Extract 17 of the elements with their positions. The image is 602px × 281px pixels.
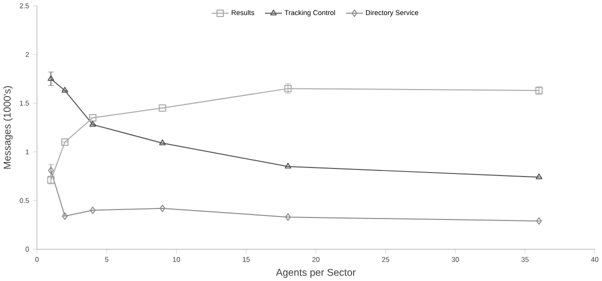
point: [62, 86, 68, 93]
point: [158, 104, 166, 112]
point: [285, 213, 291, 221]
point: [90, 206, 96, 214]
point: [536, 217, 542, 225]
point: [61, 138, 69, 146]
point: [536, 173, 542, 180]
x-axis-title: Agents per Sector: [276, 268, 356, 278]
point: [48, 166, 54, 174]
point: [159, 139, 166, 146]
point: [62, 212, 68, 220]
y-axis-title: Messages (1000's): [3, 86, 13, 169]
point: [89, 120, 96, 127]
point: [48, 75, 54, 81]
point: [89, 114, 96, 122]
point: [160, 204, 166, 212]
point: [284, 162, 292, 168]
